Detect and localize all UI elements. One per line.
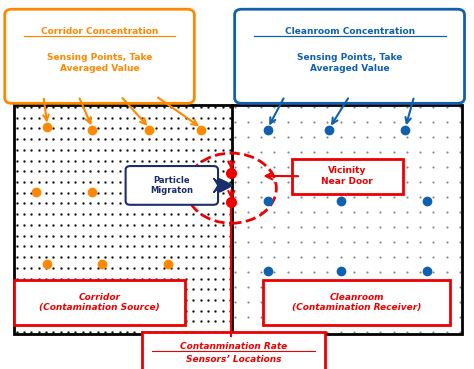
- Text: Corridor Concentration: Corridor Concentration: [41, 27, 158, 36]
- Text: Particle
Migraton: Particle Migraton: [150, 176, 193, 195]
- Text: Cleanroom
(Contamination Receiver): Cleanroom (Contamination Receiver): [292, 293, 421, 312]
- FancyBboxPatch shape: [235, 9, 465, 103]
- FancyBboxPatch shape: [126, 166, 218, 205]
- Text: Sensing Points, Take
Averaged Value: Sensing Points, Take Averaged Value: [297, 53, 402, 73]
- Bar: [14, 105, 462, 334]
- FancyBboxPatch shape: [263, 280, 450, 325]
- Text: Sensors’ Locations: Sensors’ Locations: [186, 355, 281, 364]
- Text: Corridor
(Contamination Source): Corridor (Contamination Source): [39, 293, 160, 312]
- Text: Vicinity
Near Door: Vicinity Near Door: [321, 166, 373, 186]
- FancyBboxPatch shape: [142, 332, 325, 369]
- FancyBboxPatch shape: [292, 159, 403, 194]
- Text: Contanmination Rate: Contanmination Rate: [180, 342, 287, 351]
- Text: Cleanroom Concentration: Cleanroom Concentration: [284, 27, 415, 36]
- FancyBboxPatch shape: [14, 280, 185, 325]
- Text: Sensing Points, Take
Averaged Value: Sensing Points, Take Averaged Value: [47, 53, 152, 73]
- FancyBboxPatch shape: [5, 9, 194, 103]
